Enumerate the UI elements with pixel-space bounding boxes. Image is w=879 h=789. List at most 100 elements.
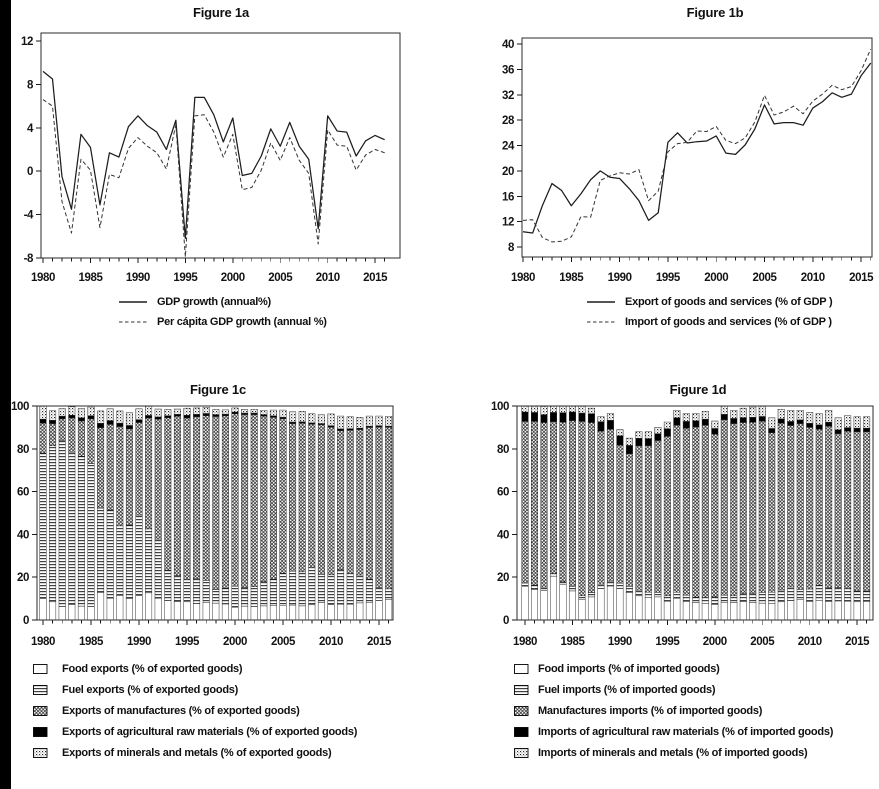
legend-label: Manufactures imports (% of imported good… xyxy=(538,705,763,717)
svg-text:1980: 1980 xyxy=(511,272,535,284)
legend-item-imports-gdp: Import of goods and services (% of GDP ) xyxy=(586,316,832,328)
svg-text:2005: 2005 xyxy=(271,636,296,648)
figure-1c-title: Figure 1c xyxy=(190,382,246,397)
svg-text:2015: 2015 xyxy=(363,272,388,284)
svg-text:1995: 1995 xyxy=(656,272,681,284)
legend-item-gdp-growth: GDP growth (annual%) xyxy=(118,296,271,308)
svg-text:2010: 2010 xyxy=(319,636,343,648)
legend-item-per-capita-gdp-growth: Per cápita GDP growth (annual %) xyxy=(118,316,327,328)
svg-text:1985: 1985 xyxy=(79,636,104,648)
solid-line-swatch-icon xyxy=(587,301,615,303)
legend-item-fuel-exports: Fuel exports (% of exported goods) xyxy=(33,684,238,696)
figure-1b-title: Figure 1b xyxy=(686,5,744,20)
svg-text:2000: 2000 xyxy=(223,636,247,648)
white-swatch-icon xyxy=(33,664,48,674)
legend-item-agricultural-raw-imports: Imports of agricultural raw materials (%… xyxy=(514,726,833,738)
crosshatch-swatch-icon xyxy=(33,706,48,716)
svg-text:80: 80 xyxy=(497,444,509,456)
svg-text:2000: 2000 xyxy=(704,272,728,284)
svg-text:16: 16 xyxy=(502,191,514,203)
svg-text:2015: 2015 xyxy=(849,272,874,284)
svg-text:1990: 1990 xyxy=(126,272,150,284)
svg-text:12: 12 xyxy=(21,36,33,48)
svg-text:32: 32 xyxy=(502,90,514,102)
svg-text:24: 24 xyxy=(502,141,515,153)
svg-text:40: 40 xyxy=(497,529,509,541)
legend-label: Food imports (% of imported goods) xyxy=(538,663,720,675)
svg-text:60: 60 xyxy=(497,487,509,499)
solid-line-swatch-icon xyxy=(119,301,147,303)
svg-text:36: 36 xyxy=(502,64,514,76)
svg-text:1990: 1990 xyxy=(127,636,151,648)
svg-text:20: 20 xyxy=(502,166,514,178)
legend-item-manufactures-imports: Manufactures imports (% of imported good… xyxy=(514,705,762,717)
svg-text:80: 80 xyxy=(17,444,29,456)
svg-text:8: 8 xyxy=(27,79,34,91)
svg-text:1990: 1990 xyxy=(608,272,632,284)
legend-label: GDP growth (annual%) xyxy=(157,296,271,308)
svg-text:0: 0 xyxy=(27,166,33,178)
svg-text:2015: 2015 xyxy=(845,636,870,648)
legend-label: Imports of agricultural raw materials (%… xyxy=(538,726,834,738)
svg-text:1980: 1980 xyxy=(31,272,55,284)
legend-label: Fuel exports (% of exported goods) xyxy=(62,684,239,696)
white-swatch-icon xyxy=(514,664,529,674)
svg-text:-4: -4 xyxy=(24,210,34,222)
left-edge-black-bar xyxy=(0,0,11,789)
legend-item-agricultural-raw-exports: Exports of agricultural raw materials (%… xyxy=(33,726,357,738)
legend-label: Exports of minerals and metals (% of exp… xyxy=(62,747,332,759)
svg-text:12: 12 xyxy=(502,217,514,229)
svg-text:1995: 1995 xyxy=(173,272,198,284)
svg-text:2015: 2015 xyxy=(367,636,392,648)
legend-label: Export of goods and services (% of GDP ) xyxy=(625,296,833,308)
svg-text:28: 28 xyxy=(502,115,515,127)
figure-1a-title: Figure 1a xyxy=(193,5,249,20)
svg-text:60: 60 xyxy=(17,487,29,499)
svg-text:100: 100 xyxy=(491,401,509,413)
legend-item-minerals-metals-exports: Exports of minerals and metals (% of exp… xyxy=(33,747,332,759)
svg-text:2000: 2000 xyxy=(703,636,727,648)
legend-item-exports-gdp: Export of goods and services (% of GDP ) xyxy=(586,296,833,308)
dots-swatch-icon xyxy=(514,748,529,758)
legend-item-manufactures-exports: Exports of manufactures (% of exported g… xyxy=(33,705,300,717)
svg-text:2005: 2005 xyxy=(753,272,778,284)
figure-1d-title: Figure 1d xyxy=(669,382,727,397)
black-swatch-icon xyxy=(514,727,529,737)
dots-swatch-icon xyxy=(33,748,48,758)
svg-text:100: 100 xyxy=(11,401,29,413)
legend-item-minerals-metals-imports: Imports of minerals and metals (% of imp… xyxy=(514,747,808,759)
svg-text:-8: -8 xyxy=(24,253,34,265)
svg-text:1990: 1990 xyxy=(608,636,632,648)
hlines-swatch-icon xyxy=(33,685,48,695)
svg-text:1995: 1995 xyxy=(655,636,680,648)
hlines-swatch-icon xyxy=(514,685,529,695)
svg-text:1985: 1985 xyxy=(559,272,584,284)
svg-text:0: 0 xyxy=(23,615,29,627)
svg-text:20: 20 xyxy=(17,572,29,584)
figure-1d-plot: 100 80 60 40 20 0 1980 1985 1990 1995 2000 2005 2010… xyxy=(491,401,874,648)
black-swatch-icon xyxy=(33,727,48,737)
svg-text:2005: 2005 xyxy=(750,636,775,648)
svg-text:8: 8 xyxy=(508,242,515,254)
svg-text:2005: 2005 xyxy=(268,272,293,284)
figure-1b-plot: 40 36 32 28 24 20 16 12 8 1980 1985 1990 1995 2000 200… xyxy=(502,37,874,284)
dashed-line-swatch-icon xyxy=(119,321,147,323)
crosshatch-swatch-icon xyxy=(514,706,529,716)
svg-text:1980: 1980 xyxy=(513,636,537,648)
legend-label: Per cápita GDP growth (annual %) xyxy=(157,316,327,328)
legend-label: Imports of minerals and metals (% of imp… xyxy=(538,747,808,759)
legend-label: Exports of manufactures (% of exported g… xyxy=(62,705,300,717)
dashed-line-swatch-icon xyxy=(587,321,615,323)
svg-text:4: 4 xyxy=(27,123,34,135)
svg-text:2010: 2010 xyxy=(316,272,340,284)
svg-text:20: 20 xyxy=(497,572,509,584)
legend-label: Fuel imports (% of imported goods) xyxy=(538,684,716,696)
svg-text:1985: 1985 xyxy=(78,272,103,284)
legend-label: Import of goods and services (% of GDP ) xyxy=(625,316,832,328)
legend-item-food-exports: Food exports (% of exported goods) xyxy=(33,663,243,675)
svg-text:1985: 1985 xyxy=(560,636,585,648)
svg-text:1980: 1980 xyxy=(31,636,55,648)
